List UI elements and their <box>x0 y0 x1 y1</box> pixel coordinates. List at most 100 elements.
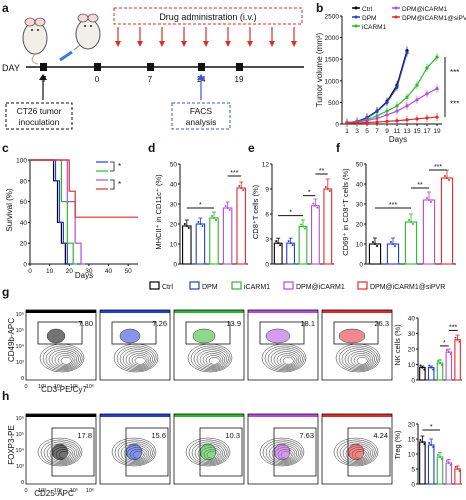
panel-b-series-line <box>346 116 438 124</box>
flow-contour <box>273 351 300 368</box>
panel-h-data-point <box>458 470 461 472</box>
flow-y-tick-label: 0 <box>21 376 24 382</box>
inoculation-box <box>5 102 73 130</box>
flow-contour <box>193 347 229 371</box>
panel-d-data-point <box>228 209 231 211</box>
legend-label: DPM@iCARM1@siPVR <box>402 15 466 22</box>
flow-header-bar <box>248 414 318 417</box>
panel-h-data-point <box>428 442 431 444</box>
panel-g-bar <box>454 339 461 381</box>
panel-e-data-point <box>326 188 329 190</box>
panel-e-data-point <box>314 204 317 207</box>
panel-f-y-tick-label: 30 <box>356 202 364 209</box>
legend-marker <box>354 24 358 28</box>
panel-g-data-point <box>423 368 426 371</box>
flow-gate <box>37 321 83 345</box>
panel-c-survival-curve <box>30 159 138 218</box>
panel-g-y-tick-label: 40 <box>408 316 416 323</box>
panel-e-data-point <box>324 186 327 188</box>
flow-contour <box>341 347 377 371</box>
flow-plot-frame <box>25 413 97 485</box>
panel-c-survival-curve <box>30 159 70 265</box>
legend-marker <box>354 15 358 19</box>
panel-f-y-tick-label: 20 <box>356 222 364 229</box>
panel-letter-e: e <box>248 141 255 155</box>
panel-c-x-tick-label: 20 <box>66 268 74 275</box>
shared-legend-label: iCARM1 <box>244 284 270 291</box>
panel-g-data-point <box>458 340 461 343</box>
panel-f-data-point <box>372 241 374 243</box>
panel-h-y-tick-label: 0 <box>411 482 415 489</box>
panel-h-ylabel: Treg (%) <box>393 430 402 459</box>
panel-b-tumor-volume: Tumor volume (mm³) Days Ctrl DPM iCARM1 DPM… <box>315 6 466 144</box>
flow-x-tick-label: 10⁵ <box>70 487 78 494</box>
panel-h-y-tick-label: 20 <box>408 422 416 429</box>
facs-box <box>171 102 231 130</box>
panel-d-y-tick-label: 50 <box>170 162 178 169</box>
panel-g-bar <box>445 351 453 381</box>
panel-f-data-point <box>446 177 448 179</box>
panel-d-data-point <box>215 219 217 221</box>
flow-gate <box>273 427 317 477</box>
panel-d-bar <box>195 223 206 265</box>
flow-y-tick-label: 10⁵ <box>16 327 24 334</box>
drug-arrow-head <box>225 41 231 47</box>
flow-contour <box>60 357 72 365</box>
shared-legend: Ctrl DPM iCARM1 DPM@iCARM1 DPM@iCARM1@siPVR <box>149 281 445 291</box>
panel-d-data-point <box>185 225 188 227</box>
panel-c-x-tick-label: 40 <box>105 268 113 275</box>
mouse-injection-icon <box>59 13 101 62</box>
flow-contour <box>202 353 224 367</box>
flow-contour <box>336 439 377 466</box>
flow-contour <box>113 343 159 373</box>
panel-a-schedule: Drug administration (i.v.) DAY -7 0 7 14… <box>2 7 304 130</box>
flow-population <box>51 443 69 461</box>
flow-contour <box>199 351 226 368</box>
panel-g-y-tick-label: 20 <box>408 347 416 354</box>
drug-arrow-head <box>269 41 275 47</box>
panel-e-significance: * <box>308 190 311 197</box>
panel-c-significance: * <box>118 180 121 189</box>
flow-contour <box>261 343 307 373</box>
panel-e-y-tick-label: 9 <box>265 187 269 194</box>
panel-h-bar <box>427 444 435 485</box>
flow-contour <box>342 443 373 463</box>
panel-g-significance: *** <box>449 324 457 331</box>
panel-b-y-tick-label: 2500 <box>325 14 340 21</box>
flow-contour <box>208 357 220 365</box>
flow-contour <box>45 347 81 371</box>
flow-gate <box>199 427 243 477</box>
shared-legend-swatch <box>283 281 294 290</box>
panel-h-bar <box>419 441 426 485</box>
panel-b-xlabel: Days <box>389 135 407 144</box>
flow-x-tick-label: 10⁶ <box>86 487 94 494</box>
flow-population <box>338 328 366 344</box>
panel-f-bar <box>404 221 418 265</box>
flow-gate <box>347 427 391 477</box>
flow-contour <box>196 349 227 369</box>
flow-contour <box>120 443 151 463</box>
flow-gate-value: 7.26 <box>152 319 167 328</box>
flow-header-bar <box>322 414 392 417</box>
panel-h-y-tick-label: 10 <box>408 452 416 459</box>
panel-c-x-tick-label: 0 <box>28 268 32 275</box>
panel-c-xlabel: Days <box>75 271 93 280</box>
drug-arrow-head <box>159 41 165 47</box>
panel-e-data-point <box>291 244 294 247</box>
flow-x-tick-label: 10⁴ <box>54 383 63 390</box>
panel-e-data-point <box>312 202 315 205</box>
flow-header-bar <box>248 310 318 313</box>
flow-contour <box>350 353 372 367</box>
panel-b-series-line <box>346 56 438 124</box>
flow-plot-frame <box>247 413 319 485</box>
panel-b-y-tick-label: 500 <box>328 100 339 107</box>
panel-letter-d: d <box>148 141 155 155</box>
flow-contour <box>114 439 155 466</box>
timeline-day: 19 <box>235 75 244 84</box>
panel-c-y-tick-label: 20 <box>20 241 28 248</box>
flow-x-tick-label: 10³ <box>38 384 46 390</box>
panel-letter-c: c <box>2 141 9 155</box>
flow-contour <box>205 355 222 366</box>
flow-gate <box>125 427 169 477</box>
